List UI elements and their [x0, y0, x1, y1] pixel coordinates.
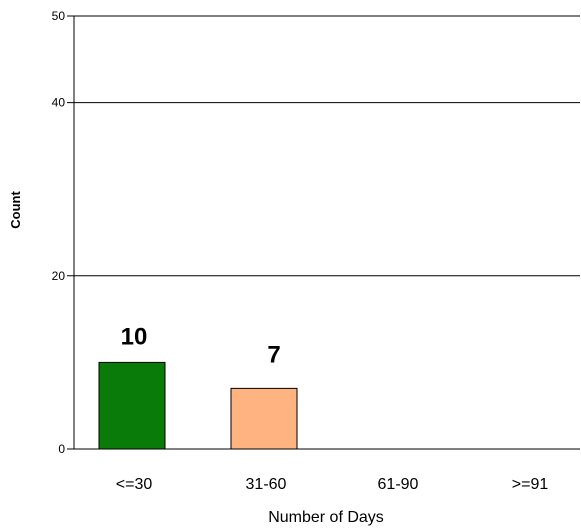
x-tick-labels: <=30 31-60 61-90 >=91: [116, 476, 549, 493]
gridlines: [67, 15, 580, 450]
bars: [98, 361, 298, 450]
data-labels: 10 7: [121, 323, 281, 368]
y-axis-title: Count: [8, 191, 23, 229]
bar: [230, 387, 298, 450]
x-axis-title: Number of Days: [268, 509, 384, 526]
y-tick-label: 0: [58, 442, 65, 456]
y-tick-label: 50: [52, 9, 66, 23]
bar: [98, 361, 166, 450]
y-tick-label: 40: [52, 96, 66, 110]
x-tick-label: 31-60: [246, 476, 287, 493]
y-tick-label: 20: [52, 269, 66, 283]
x-tick-label: <=30: [116, 476, 153, 493]
x-tick-label: >=91: [512, 476, 549, 493]
x-tick-label: 61-90: [378, 476, 419, 493]
data-label: 7: [267, 341, 280, 368]
y-tick-labels: 0 20 40 50: [52, 9, 66, 456]
data-label: 10: [121, 323, 148, 350]
